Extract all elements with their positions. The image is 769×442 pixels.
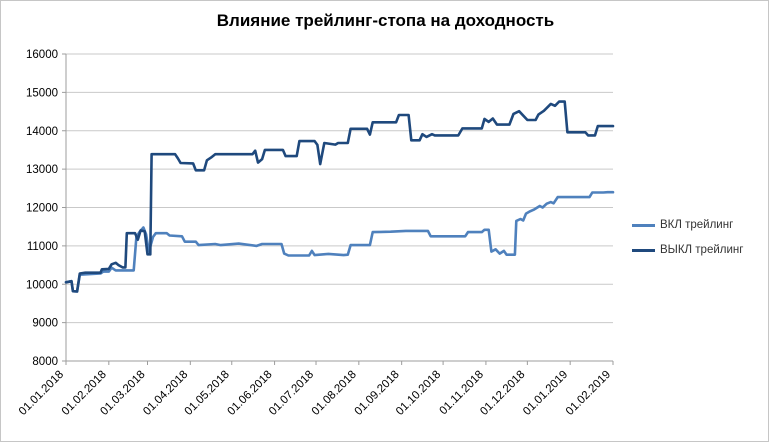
chart-title: Влияние трейлинг-стопа на доходность	[216, 11, 555, 30]
legend-item-vkl: ВКЛ трейлинг	[632, 219, 743, 231]
y-tick-label: 9000	[32, 318, 58, 330]
legend: ВКЛ трейлинг ВЫКЛ трейлинг	[632, 219, 743, 256]
legend-item-vykl: ВЫКЛ трейлинг	[632, 244, 743, 256]
x-tick-label: 01.07.2018	[267, 369, 316, 418]
y-tick-label: 16000	[26, 49, 58, 61]
legend-label-vykl: ВЫКЛ трейлинг	[660, 244, 744, 256]
y-tick-label: 15000	[26, 87, 58, 99]
x-tick-label: 01.10.2018	[394, 369, 443, 418]
y-tick-label: 14000	[26, 126, 58, 138]
y-tick-label: 11000	[27, 241, 58, 253]
legend-line-marker-vykl	[632, 248, 655, 252]
x-tick-label: 01.05.2018	[183, 369, 232, 418]
series-line-1	[64, 100, 615, 293]
x-tick-label: 01.12.2018	[478, 369, 527, 418]
y-tick-label: 13000	[26, 164, 58, 176]
x-tick-label: 01.01.2019	[521, 369, 570, 418]
x-tick-label: 01.02.2019	[564, 369, 613, 418]
x-tick-label: 01.08.2018	[310, 369, 359, 418]
legend-label-vkl: ВКЛ трейлинг	[660, 219, 734, 231]
y-tick-label: 12000	[26, 203, 58, 215]
legend-line-marker-vkl	[632, 223, 655, 227]
y-tick-label: 10000	[26, 279, 58, 291]
y-tick-label: 8000	[32, 356, 58, 368]
x-tick-label: 01.01.2018	[17, 369, 66, 418]
